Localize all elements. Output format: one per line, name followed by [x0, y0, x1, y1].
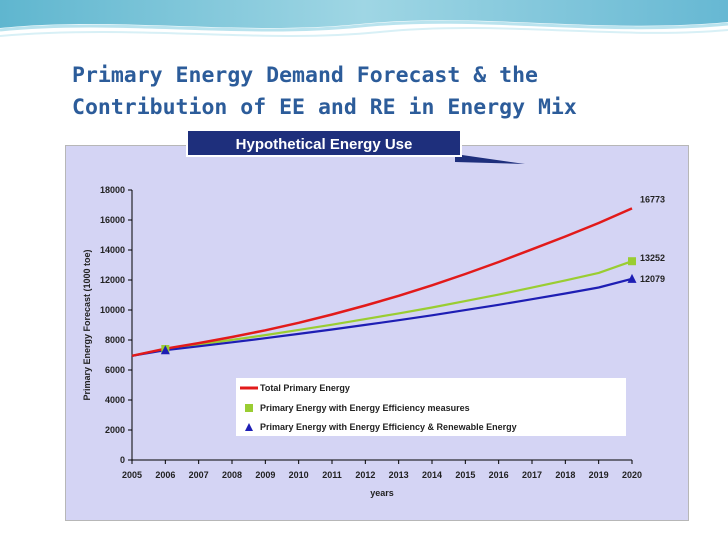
y-tick-label: 2000	[105, 425, 125, 435]
x-tick-label: 2011	[322, 470, 342, 480]
chart-legend: Total Primary Energy Primary Energy with…	[236, 378, 626, 436]
data-label-ee_re: 12079	[640, 274, 665, 284]
y-tick-label: 10000	[100, 305, 125, 315]
series-line-group	[131, 207, 633, 358]
series-line-ee	[131, 260, 633, 357]
top-wave-decoration	[0, 0, 728, 37]
x-tick-group: 2005 2006 2007 2008 2009 2010 2011 2012 2013 2014…	[122, 460, 642, 480]
x-tick-label: 2005	[122, 470, 142, 480]
slide-title-line-2: Contribution of EE and RE in Energy Mix	[72, 95, 577, 120]
legend-label-ee-re: Primary Energy with Energy Efficiency & …	[260, 422, 517, 432]
x-tick-label: 2008	[222, 470, 242, 480]
y-tick-label: 0	[120, 455, 125, 465]
callout-pointer	[455, 154, 525, 164]
y-tick-label: 6000	[105, 365, 125, 375]
legend-item-ee-re: Primary Energy with Energy Efficiency & …	[236, 419, 626, 435]
y-tick-label: 4000	[105, 395, 125, 405]
end-label-group: 13252 12079 16773	[640, 194, 665, 283]
legend-triangle-swatch	[245, 423, 253, 431]
y-tick-label: 16000	[100, 215, 125, 225]
data-point-ee	[628, 257, 636, 266]
legend-label-ee: Primary Energy with Energy Efficiency me…	[260, 403, 470, 413]
x-tick-label: 2020	[622, 470, 642, 480]
legend-item-total: Total Primary Energy	[236, 380, 626, 396]
callout-label: Hypothetical Energy Use	[186, 129, 462, 157]
y-tick-label: 8000	[105, 335, 125, 345]
y-axis-title: Primary Energy Forecast (1000 toe)	[82, 249, 92, 400]
legend-square-swatch	[245, 404, 253, 412]
slide-title-line-1: Primary Energy Demand Forecast & the	[72, 63, 538, 88]
data-point-ee_re	[627, 273, 637, 283]
series-line-total	[131, 207, 633, 358]
x-tick-label: 2019	[589, 470, 609, 480]
chart-frame	[65, 145, 689, 521]
data-point-ee_re	[160, 345, 170, 355]
y-tick-group: 0 2000 4000 6000 8000 10000 12000 14000 16000 180…	[100, 185, 132, 465]
x-tick-label: 2013	[389, 470, 409, 480]
x-tick-label: 2009	[255, 470, 275, 480]
x-tick-label: 2017	[522, 470, 542, 480]
y-tick-label: 14000	[100, 245, 125, 255]
series-line-ee_re	[131, 277, 633, 357]
x-tick-label: 2014	[422, 470, 442, 480]
x-tick-label: 2016	[489, 470, 509, 480]
data-label-ee: 13252	[640, 253, 665, 263]
slide-title: Primary Energy Demand Forecast & the Con…	[72, 60, 712, 124]
series-marker-group	[160, 257, 637, 355]
x-tick-label: 2010	[289, 470, 309, 480]
legend-line-swatch	[240, 386, 258, 390]
x-tick-label: 2015	[455, 470, 475, 480]
x-axis-title: years	[370, 488, 394, 498]
x-tick-label: 2018	[555, 470, 575, 480]
y-tick-label: 18000	[100, 185, 125, 195]
data-label-total: 16773	[640, 194, 665, 204]
x-tick-label: 2012	[355, 470, 375, 480]
y-tick-label: 12000	[100, 275, 125, 285]
legend-label-total: Total Primary Energy	[260, 383, 350, 393]
x-tick-label: 2007	[189, 470, 209, 480]
x-tick-label: 2006	[155, 470, 175, 480]
legend-item-ee: Primary Energy with Energy Efficiency me…	[236, 400, 626, 416]
